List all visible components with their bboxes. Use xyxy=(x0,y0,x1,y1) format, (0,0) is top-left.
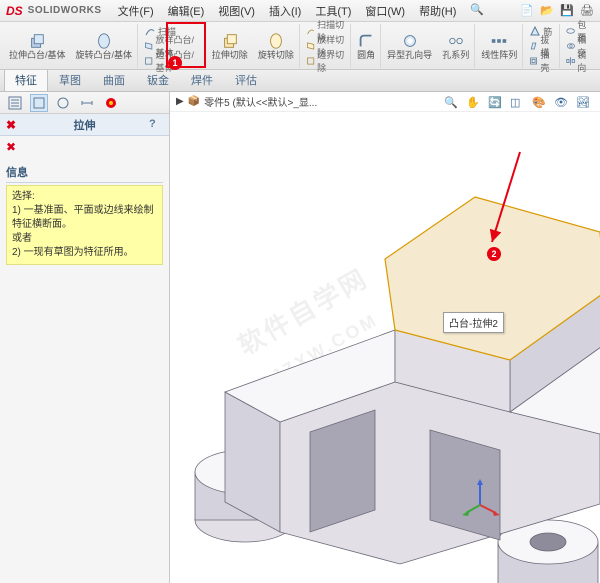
sweep-cut-icon xyxy=(306,25,315,37)
fillet-icon xyxy=(357,32,375,50)
tab-feature[interactable]: 特征 xyxy=(4,68,48,91)
vp-view-icon[interactable]: 👁 xyxy=(554,96,572,114)
panel-tab-property-icon[interactable] xyxy=(30,94,48,112)
annotation-arrow xyxy=(170,112,600,312)
vp-scene-icon[interactable]: 🏞 xyxy=(576,96,594,114)
app-logo: DS SOLIDWORKS xyxy=(6,4,102,18)
panel-close-icon[interactable]: ✖ xyxy=(4,118,18,132)
mirror-button[interactable]: 镜向 xyxy=(564,54,593,68)
viewport-toolbar: 🔍 ✋ 🔄 ◫ 🎨 👁 🏞 xyxy=(444,96,594,114)
info-line-3: 2) 一现有草图为特征所用。 xyxy=(12,246,157,260)
breadcrumb-arrow-icon[interactable]: ▶ xyxy=(176,96,184,107)
revolve-boss-button[interactable]: 旋转凸台/基体 xyxy=(74,31,135,61)
info-section: 信息 选择: 1) 一基准面、平面或边线来绘制特征横断面。 或者 2) 一现有草… xyxy=(0,158,169,271)
info-line-2: 或者 xyxy=(12,232,157,246)
loft-icon xyxy=(144,40,153,52)
ribbon-group-modify2: 包覆 相交 镜向 xyxy=(561,24,596,68)
wrap-icon xyxy=(566,25,575,37)
info-line-0: 选择: xyxy=(12,190,157,204)
ribbon-group-boss: 拉伸凸台/基体 旋转凸台/基体 xyxy=(4,24,138,68)
info-line-1: 1) 一基准面、平面或边线来绘制特征横断面。 xyxy=(12,204,157,232)
origin-triad-icon xyxy=(460,477,500,517)
tab-surface[interactable]: 曲面 xyxy=(92,68,136,91)
mirror-icon xyxy=(566,55,575,67)
callout-2: 2 xyxy=(487,247,501,261)
revolve-cut-button[interactable]: 旋转切除 xyxy=(256,31,296,61)
boundary-cut-button[interactable]: 边界切除 xyxy=(304,54,347,68)
ribbon-group-cut: 拉伸切除 旋转切除 xyxy=(207,24,300,68)
breadcrumb-part-icon: 📦 xyxy=(188,96,200,107)
viewport[interactable]: ▶ 📦 零件5 (默认<<默认>_显... 🔍 ✋ 🔄 ◫ 🎨 👁 🏞 软件自学… xyxy=(170,92,600,583)
panel-title: 拉伸 xyxy=(74,117,96,133)
logo-mark: DS xyxy=(6,4,23,18)
ribbon-group-pattern: 线性阵列 xyxy=(476,24,523,68)
vp-rotate-icon[interactable]: 🔄 xyxy=(488,96,506,114)
ribbon: 拉伸凸台/基体 旋转凸台/基体 扫描 放样凸台/基体 边界凸台/基体 拉伸切除 … xyxy=(0,22,600,70)
menu-view[interactable]: 视图(V) xyxy=(212,1,261,21)
tab-sketch[interactable]: 草图 xyxy=(48,68,92,91)
tab-evaluate[interactable]: 评估 xyxy=(224,68,268,91)
ribbon-group-modify: 筋 拔模 抽壳 xyxy=(524,24,560,68)
new-doc-icon[interactable]: 📄 xyxy=(520,4,534,18)
feature-tabs: 特征 草图 曲面 钣金 焊件 评估 xyxy=(0,70,600,92)
sweep-icon xyxy=(144,25,156,37)
extrude-cut-button[interactable]: 拉伸切除 xyxy=(210,31,250,61)
body: ✖ 拉伸 ? ✖ 信息 选择: 1) 一基准面、平面或边线来绘制特征横断面。 或… xyxy=(0,92,600,583)
breadcrumb-text[interactable]: 零件5 (默认<<默认>_显... xyxy=(204,94,317,109)
pattern-icon xyxy=(490,32,508,50)
panel-tab-config-icon[interactable] xyxy=(54,94,72,112)
feature-tooltip: 凸台-拉伸2 xyxy=(443,312,504,333)
menu-insert[interactable]: 插入(I) xyxy=(263,1,307,21)
panel-tab-dim-icon[interactable] xyxy=(78,94,96,112)
panel-header: ✖ 拉伸 ? xyxy=(0,114,169,136)
save-icon[interactable]: 💾 xyxy=(560,4,574,18)
menu-help[interactable]: 帮助(H) xyxy=(413,1,462,21)
draft-icon xyxy=(529,40,538,52)
fillet-button[interactable]: 圆角 xyxy=(355,31,377,61)
info-title: 信息 xyxy=(6,164,163,183)
menu-file[interactable]: 文件(F) xyxy=(112,1,160,21)
hole-wizard-button[interactable]: 异型孔向导 xyxy=(385,31,434,61)
panel-cancel-icon[interactable]: ✖ xyxy=(6,140,16,154)
extrude-boss-button[interactable]: 拉伸凸台/基体 xyxy=(7,31,68,61)
info-body: 选择: 1) 一基准面、平面或边线来绘制特征横断面。 或者 2) 一现有草图为特… xyxy=(6,185,163,265)
ribbon-group-fillet: 圆角 xyxy=(352,24,381,68)
ribbon-group-cut2: 扫描切除 放样切除 边界切除 xyxy=(301,24,351,68)
intersect-icon xyxy=(566,40,575,52)
app-name: SOLIDWORKS xyxy=(28,5,102,16)
menu-edit[interactable]: 编辑(E) xyxy=(162,1,211,21)
boundary-icon xyxy=(144,55,153,67)
revolve-boss-icon xyxy=(95,32,113,50)
ribbon-group-hole: 异型孔向导 孔系列 xyxy=(382,24,475,68)
hole-series-button[interactable]: 孔系列 xyxy=(440,31,471,61)
panel-tab-appearance-icon[interactable] xyxy=(102,94,120,112)
vp-zoom-icon[interactable]: 🔍 xyxy=(444,96,462,114)
property-panel: ✖ 拉伸 ? ✖ 信息 选择: 1) 一基准面、平面或边线来绘制特征横断面。 或… xyxy=(0,92,170,583)
linear-pattern-button[interactable]: 线性阵列 xyxy=(479,31,519,61)
hole-series-icon xyxy=(447,32,465,50)
menubar: 文件(F) 编辑(E) 视图(V) 插入(I) 工具(T) 窗口(W) 帮助(H… xyxy=(112,1,491,21)
hole-icon xyxy=(401,32,419,50)
vp-pan-icon[interactable]: ✋ xyxy=(466,96,484,114)
loft-cut-icon xyxy=(306,40,315,52)
shell-button[interactable]: 抽壳 xyxy=(527,54,556,68)
panel-tab-tree-icon[interactable] xyxy=(6,94,24,112)
panel-help-icon[interactable]: ? xyxy=(149,118,163,132)
shell-icon xyxy=(529,55,538,67)
panel-tab-strip xyxy=(0,92,169,114)
vp-section-icon[interactable]: ◫ xyxy=(510,96,528,114)
vp-display-icon[interactable]: 🎨 xyxy=(532,96,550,114)
open-icon[interactable]: 📂 xyxy=(540,4,554,18)
titlebar: DS SOLIDWORKS 文件(F) 编辑(E) 视图(V) 插入(I) 工具… xyxy=(0,0,600,22)
titlebar-right: 📄 📂 💾 🖨 xyxy=(520,4,594,18)
menu-search-icon[interactable]: 🔍 xyxy=(464,1,490,21)
callout-1: 1 xyxy=(168,56,182,70)
boundary-cut-icon xyxy=(306,55,315,67)
extrude-cut-icon xyxy=(221,32,239,50)
revolve-cut-icon xyxy=(267,32,285,50)
menu-window[interactable]: 窗口(W) xyxy=(359,1,411,21)
model-area[interactable]: 软件自学网 RJZXW.COM xyxy=(170,112,600,583)
extrude-boss-icon xyxy=(28,32,46,50)
print-icon[interactable]: 🖨 xyxy=(580,4,594,18)
